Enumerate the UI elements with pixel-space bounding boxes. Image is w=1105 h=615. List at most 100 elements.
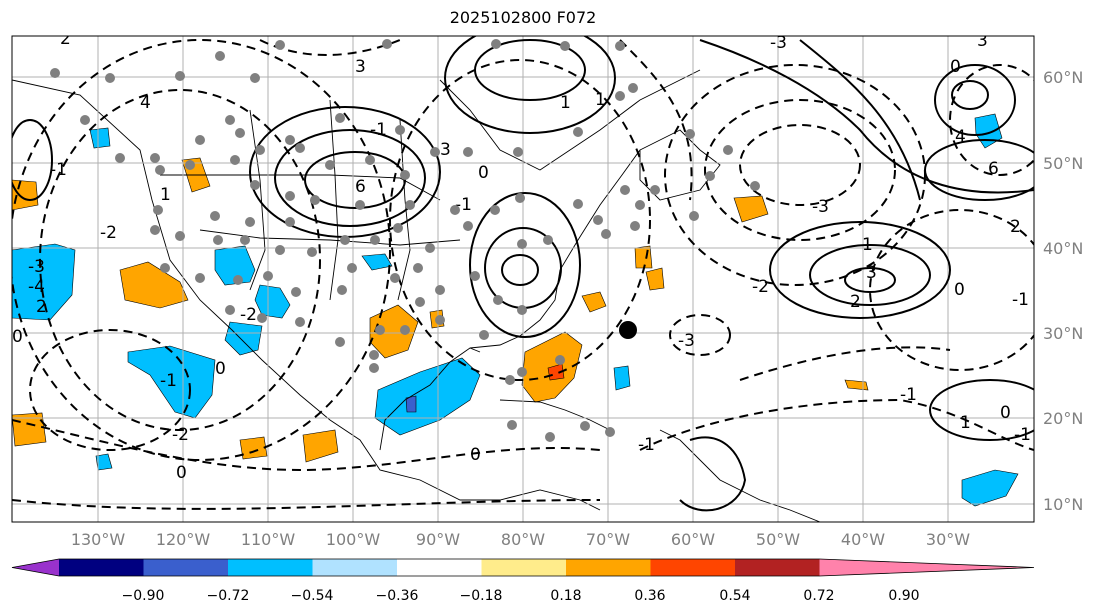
negative-area	[405, 395, 417, 413]
station-dots	[50, 39, 760, 442]
colorbar-tick: 0.72	[803, 588, 834, 604]
contour-label: 0	[1000, 403, 1011, 423]
colorbar-extend-low	[12, 559, 59, 576]
lat-tick: 30°N	[1043, 324, 1083, 343]
negative-area	[613, 365, 631, 391]
colorbar-tick: 0.18	[550, 588, 581, 604]
positive-area	[645, 267, 665, 291]
contour-label: 1	[595, 90, 606, 110]
lon-tick: 80°W	[501, 530, 545, 549]
contour-label: -1	[1012, 290, 1029, 310]
lat-tick: 50°N	[1043, 154, 1083, 173]
positive-area	[239, 436, 268, 460]
contour-label: -1	[370, 120, 387, 140]
contour-label: -4	[28, 277, 45, 297]
lon-tick: 110°W	[241, 530, 296, 549]
shaded-areas	[12, 113, 1019, 507]
colorbar-tick: −0.18	[460, 588, 503, 604]
colorbar-extend-high	[819, 559, 1034, 576]
contour-label: -2	[172, 425, 189, 445]
colorbar-segment	[735, 559, 820, 576]
colorbar-segment	[143, 559, 229, 576]
contour-label: -1	[50, 160, 67, 180]
contour-label: 0	[478, 163, 489, 183]
colorbar-segment	[566, 559, 651, 576]
contour-label: -1	[638, 435, 655, 455]
contour-label: 0	[954, 280, 965, 300]
positive-area	[302, 429, 339, 463]
lon-tick: 70°W	[586, 530, 630, 549]
colorbar-tick: −0.36	[376, 588, 419, 604]
contour-label: 4	[955, 127, 966, 147]
negative-area	[224, 321, 263, 356]
map-title: 2025102800 F072	[449, 8, 597, 27]
contour-label: 0	[12, 327, 23, 347]
contour-label: 3	[355, 57, 366, 77]
contour-label: 2	[850, 292, 861, 312]
negative-area	[214, 245, 256, 286]
negative-area	[12, 243, 76, 321]
lat-tick: 10°N	[1043, 495, 1083, 514]
lat-tick: 60°N	[1043, 68, 1083, 87]
colorbar-outline	[11, 558, 1035, 577]
contour-label: 4	[140, 93, 151, 113]
contour-label: -1	[160, 371, 177, 391]
contour-label: 1	[160, 185, 171, 205]
map-frame	[11, 35, 1035, 523]
contour-label: 3	[866, 263, 877, 283]
contour-label: 2	[36, 297, 47, 317]
negative-area	[89, 127, 111, 149]
contour-label: 0	[470, 445, 481, 465]
longitude-ticks: 130°W 120°W 110°W 100°W 90°W 80°W 70°W 6…	[71, 530, 970, 549]
colorbar-segment	[59, 559, 144, 576]
contour-label: 3	[977, 31, 988, 51]
lon-tick: 60°W	[671, 530, 715, 549]
contour-label: 3	[440, 140, 451, 160]
positive-area	[581, 291, 607, 313]
contour-label: -3	[770, 33, 787, 53]
negative-area	[361, 253, 393, 271]
colorbar-ticks: −0.90 −0.72 −0.54 −0.36 −0.18 0.18 0.36 …	[122, 588, 920, 604]
positive-area	[844, 379, 869, 391]
contour-label: -2	[100, 223, 117, 243]
contour-label: 6	[355, 177, 366, 197]
negative-area	[374, 357, 481, 436]
contour-label: 0	[950, 57, 961, 77]
contour-label: 0	[176, 463, 187, 483]
colorbar-segment	[228, 559, 313, 576]
lon-tick: 90°W	[416, 530, 460, 549]
negative-area	[95, 453, 113, 471]
contour-label: -3	[812, 197, 829, 217]
lat-tick: 20°N	[1043, 409, 1083, 428]
lon-tick: 30°W	[926, 530, 970, 549]
lon-tick: 40°W	[841, 530, 885, 549]
lat-tick: 40°N	[1043, 239, 1083, 258]
contour-label: -2	[752, 277, 769, 297]
colorbar-tick: 0.54	[719, 588, 750, 604]
positive-area	[119, 261, 189, 309]
colorbar-tick: −0.90	[122, 588, 165, 604]
colorbar-segment	[397, 559, 482, 576]
negative-area	[961, 469, 1019, 507]
contour-label: -1	[1014, 425, 1031, 445]
contour-label: 2	[1010, 217, 1021, 237]
contour-label: 6	[988, 159, 999, 179]
negative-area	[254, 284, 291, 319]
colorbar-tick: −0.54	[291, 588, 334, 604]
contour-label: -2	[240, 305, 257, 325]
colorbar-tick: 0.90	[888, 588, 919, 604]
contour-label: 1	[862, 235, 873, 255]
latitude-ticks: 60°N 50°N 40°N 30°N 20°N 10°N	[1043, 68, 1083, 514]
gridlines	[12, 36, 1034, 522]
positive-area	[733, 195, 769, 223]
contour-label: 2	[60, 29, 71, 49]
colorbar-segment	[312, 559, 398, 576]
lon-tick: 130°W	[71, 530, 126, 549]
colorbar-tick: 0.36	[634, 588, 665, 604]
contour-label: -3	[678, 331, 695, 351]
colorbar-segment	[650, 559, 736, 576]
contour-label: -3	[28, 257, 45, 277]
dashed-contours	[12, 39, 1034, 510]
lon-tick: 100°W	[326, 530, 381, 549]
